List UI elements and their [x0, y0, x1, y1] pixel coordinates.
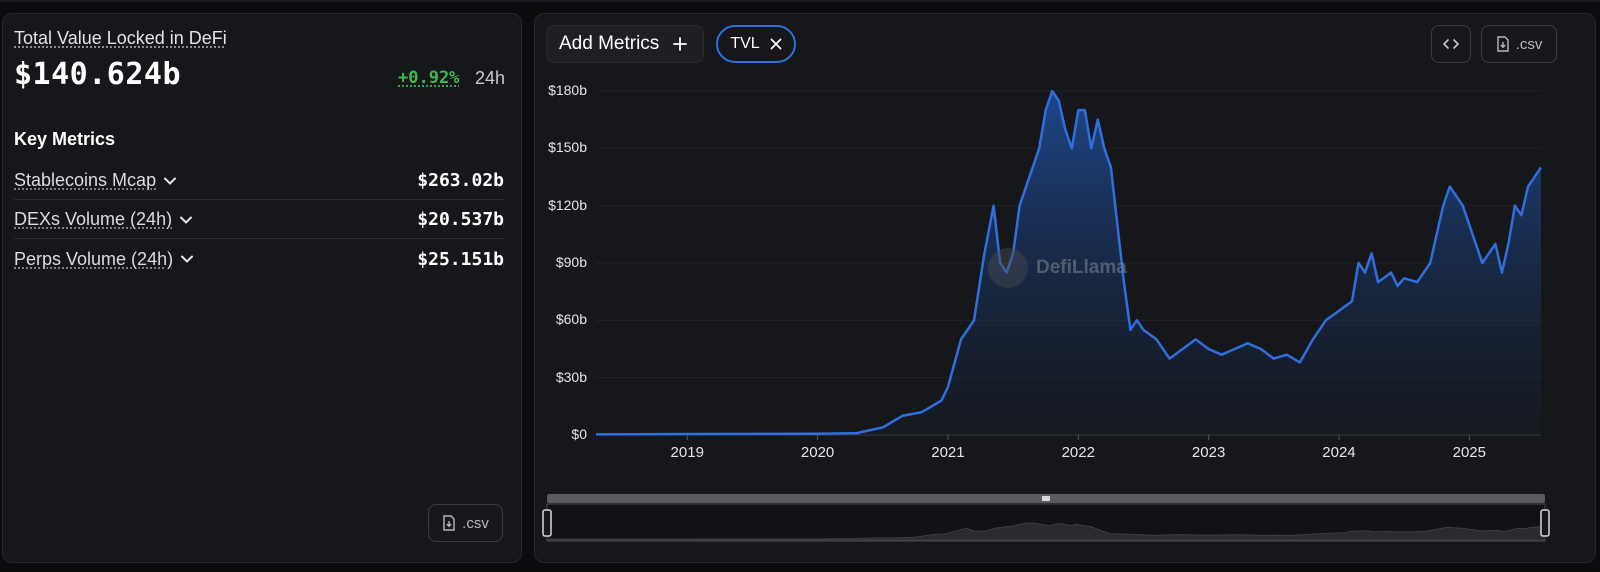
x-tick-label: 2020: [800, 444, 835, 461]
tvl-value: $140.624b: [14, 57, 182, 92]
key-metrics-title: Key Metrics: [14, 129, 116, 149]
tvl-series-line[interactable]: [595, 89, 1543, 436]
y-tick-label: $0: [571, 426, 587, 442]
y-tick-label: $60b: [555, 311, 587, 328]
csv-label: .csv: [1515, 35, 1543, 53]
defillama-logo-icon: [988, 248, 1028, 288]
x-tick-label: 2024: [1322, 444, 1356, 461]
chart-panel: Add Metrics TVL .csv $0 $30b $60b $90b $120b…: [534, 13, 1596, 563]
range-slider-mini-chart: [546, 522, 1546, 541]
y-tick-label: $30b: [555, 368, 587, 385]
add-metrics-button[interactable]: Add Metrics: [546, 25, 704, 63]
y-tick-label: $90b: [555, 254, 587, 270]
embed-button[interactable]: [1431, 25, 1471, 63]
metric-row-dexs-volume[interactable]: DEXs Volume (24h) $20.537b: [14, 201, 504, 239]
csv-label: .csv: [462, 514, 489, 532]
range-slider-right-handle[interactable]: [1540, 509, 1550, 537]
plus-icon: [673, 37, 688, 51]
file-download-icon: [443, 515, 455, 531]
watermark: DefiLlama: [988, 248, 1127, 288]
add-metrics-label: Add Metrics: [559, 33, 660, 54]
watermark-text: DefiLlama: [1036, 257, 1127, 278]
code-icon: [1443, 39, 1459, 49]
range-slider-left-handle[interactable]: [542, 509, 552, 537]
chip-label: TVL: [730, 35, 760, 52]
chevron-down-icon[interactable]: [164, 177, 177, 185]
chevron-down-icon[interactable]: [181, 255, 194, 263]
metric-name[interactable]: DEXs Volume (24h): [14, 209, 173, 229]
close-icon[interactable]: [770, 38, 782, 50]
metric-name[interactable]: Stablecoins Mcap: [14, 170, 157, 190]
metric-name[interactable]: Perps Volume (24h): [14, 248, 174, 269]
chevron-down-icon[interactable]: [180, 216, 193, 224]
x-tick-label: 2025: [1452, 444, 1486, 461]
file-download-icon: [1496, 36, 1509, 52]
tvl-change[interactable]: +0.92%: [398, 68, 460, 88]
y-tick-label: $150b: [548, 139, 587, 156]
metric-row-stablecoins[interactable]: Stablecoins Mcap $263.02b: [14, 162, 504, 200]
metric-value: $25.151b: [417, 248, 504, 270]
tvl-area-fill: [596, 91, 1541, 435]
x-tick-label: 2021: [931, 444, 965, 461]
y-tick-label: $120b: [548, 196, 587, 213]
tvl-label[interactable]: Total Value Locked in DeFi: [14, 28, 227, 48]
x-tick-label: 2023: [1191, 444, 1226, 461]
x-tick-label: 2022: [1061, 444, 1095, 461]
download-csv-button[interactable]: .csv: [428, 504, 503, 542]
x-tick-label: 2019: [670, 444, 704, 461]
y-tick-label: $180b: [548, 82, 587, 98]
download-chart-csv-button[interactable]: .csv: [1481, 25, 1557, 63]
tvl-chart[interactable]: [535, 14, 1597, 564]
tvl-summary-panel: Total Value Locked in DeFi $140.624b +0.…: [2, 13, 522, 563]
change-period: 24h: [475, 68, 506, 88]
top-divider: [0, 0, 1600, 2]
metric-value: $263.02b: [417, 170, 504, 191]
range-slider-grip-icon[interactable]: [1042, 496, 1050, 501]
metric-row-perps-volume[interactable]: Perps Volume (24h) $25.151b: [14, 240, 504, 278]
metric-value: $20.537b: [417, 209, 504, 230]
tvl-metric-chip[interactable]: TVL: [716, 25, 796, 63]
